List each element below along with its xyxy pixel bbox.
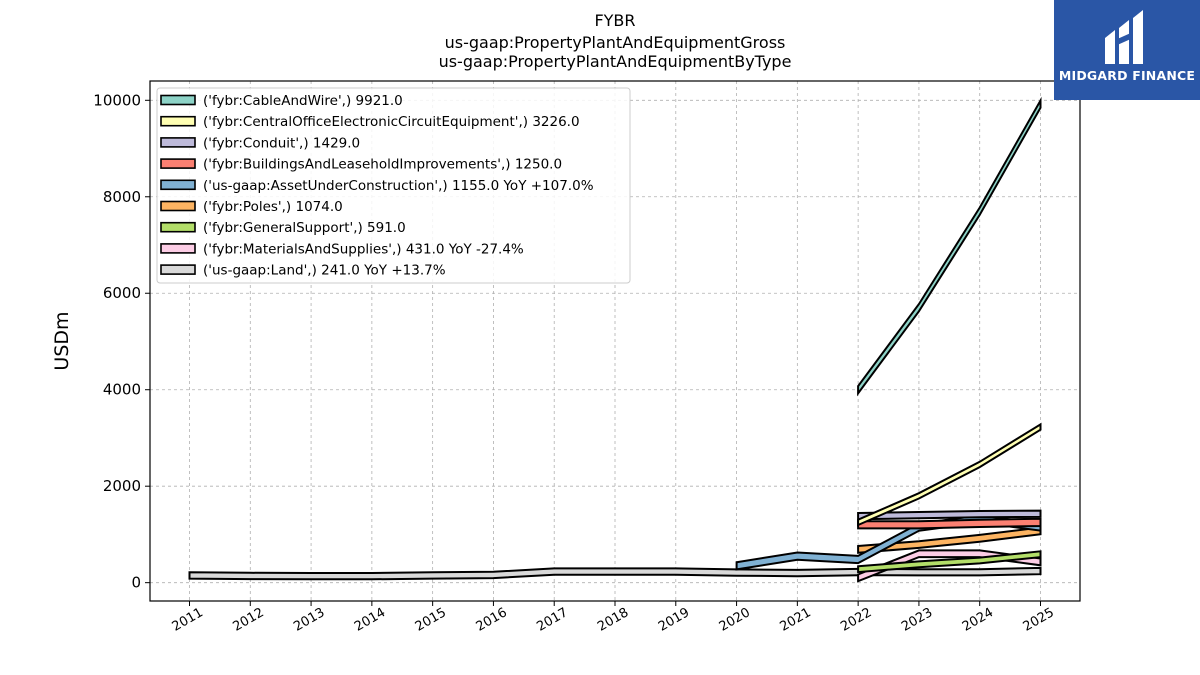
- legend-swatch-5: [160, 200, 196, 212]
- x-tick-label: 2017: [534, 605, 570, 635]
- y-tick-label: 10000: [93, 91, 141, 109]
- legend-label-0: ('fybr:CableAndWire',) 9921.0: [203, 93, 403, 109]
- x-tick-label: 2024: [960, 605, 996, 635]
- legend-label-4: ('us-gaap:AssetUnderConstruction',) 1155…: [203, 178, 594, 194]
- chart-title: FYBR us-gaap:PropertyPlantAndEquipmentGr…: [439, 11, 792, 71]
- legend-swatch-0: [160, 94, 196, 106]
- x-tick-label: 2019: [656, 605, 692, 635]
- legend-label-3: ('fybr:BuildingsAndLeaseholdImprovements…: [203, 157, 562, 173]
- brand-logo-text: MIDGARD FINANCE: [1058, 68, 1196, 83]
- chart-title-line-3: us-gaap:PropertyPlantAndEquipmentByType: [439, 52, 792, 71]
- legend: ('fybr:CableAndWire',) 9921.0 ('fybr:Cent…: [156, 87, 631, 284]
- legend-label-2: ('fybr:Conduit',) 1429.0: [203, 135, 360, 151]
- legend-swatch-6: [160, 221, 196, 233]
- y-tick-label: 6000: [103, 284, 141, 302]
- x-tick-label: 2012: [230, 605, 266, 635]
- series-band-6: [857, 550, 1042, 574]
- x-axis-ticks: 2011 2012 2013 2014 2015 2016 2017 2018 2019 2020…: [170, 601, 1057, 635]
- series-band-2: [857, 509, 1042, 521]
- midgard-logo-icon: [1105, 10, 1143, 64]
- y-tick-label: 0: [131, 574, 141, 592]
- legend-swatch-2: [160, 137, 196, 148]
- plot-series: [188, 96, 1042, 583]
- legend-label-6: ('fybr:GeneralSupport',) 591.0: [203, 220, 406, 236]
- legend-swatch-7: [160, 243, 196, 254]
- x-tick-label: 2013: [291, 605, 327, 635]
- x-tick-label: 2015: [413, 605, 449, 635]
- x-tick-label: 2022: [838, 605, 874, 635]
- series-band-4: [735, 514, 1042, 571]
- y-tick-label: 4000: [103, 381, 141, 399]
- x-tick-label: 2021: [778, 605, 814, 635]
- x-tick-label: 2014: [352, 605, 388, 635]
- x-tick-label: 2025: [1021, 605, 1057, 635]
- y-axis-label: USDm: [51, 311, 73, 370]
- x-tick-label: 2018: [595, 605, 631, 635]
- y-axis-ticks: 0 2000 4000 6000 8000 10000: [93, 91, 150, 592]
- y-tick-label: 8000: [103, 188, 141, 206]
- legend-swatch-1: [160, 115, 196, 127]
- legend-label-5: ('fybr:Poles',) 1074.0: [203, 199, 343, 215]
- legend-label-1: ('fybr:CentralOfficeElectronicCircuitEqu…: [203, 114, 580, 130]
- legend-label-7: ('fybr:MaterialsAndSupplies',) 431.0 YoY…: [203, 241, 524, 257]
- legend-label-8: ('us-gaap:Land',) 241.0 YoY +13.7%: [203, 263, 446, 279]
- series-band-1: [857, 422, 1042, 527]
- legend-swatch-4: [160, 179, 196, 191]
- brand-logo: MIDGARD FINANCE: [1054, 0, 1200, 100]
- x-tick-label: 2016: [474, 605, 510, 635]
- x-tick-label: 2020: [717, 605, 753, 635]
- x-tick-label: 2023: [899, 605, 935, 635]
- x-tick-label: 2011: [170, 605, 206, 635]
- y-tick-label: 2000: [103, 477, 141, 495]
- chart-title-line-1: FYBR: [594, 11, 635, 30]
- series-band-8: [188, 566, 1042, 581]
- legend-swatch-3: [160, 158, 196, 169]
- chart-title-line-2: us-gaap:PropertyPlantAndEquipmentGross: [445, 33, 786, 52]
- series-band-3: [857, 517, 1042, 530]
- series-band-0: [857, 96, 1042, 397]
- legend-box: [156, 87, 631, 284]
- legend-swatch-8: [160, 264, 196, 275]
